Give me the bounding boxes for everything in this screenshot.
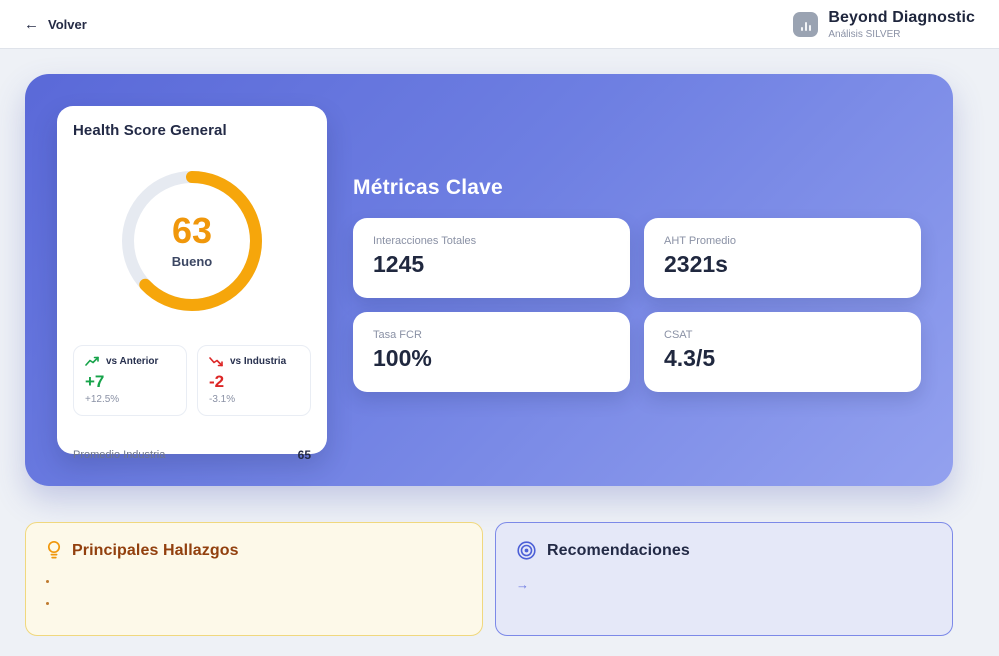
- brand-text: Beyond Diagnostic Análisis SILVER: [828, 9, 975, 40]
- industry-average-row: Promedio Industria 65: [73, 448, 311, 462]
- industry-average-value: 65: [297, 448, 311, 462]
- header: ← Volver Beyond Diagnostic Análisis SILV…: [0, 0, 999, 48]
- brand-title: Beyond Diagnostic: [828, 8, 975, 26]
- bullet-dot-icon: [46, 580, 49, 583]
- comparison-card-industria: vs Industria -2 -3.1%: [197, 345, 311, 416]
- metric-value: 2321s: [664, 251, 728, 277]
- back-arrow-icon: ←: [24, 15, 39, 33]
- finding-item: [46, 602, 462, 605]
- comparison-delta: -2: [209, 372, 225, 391]
- trending-down-icon: [209, 357, 223, 367]
- health-score-label: Bueno: [171, 254, 213, 269]
- finding-item: [46, 580, 462, 583]
- metrics-heading: Métricas Clave: [353, 176, 503, 199]
- lightbulb-icon: [47, 540, 61, 559]
- metrics-grid: Interacciones Totales 1245 AHT Promedio …: [353, 218, 921, 392]
- arrow-right-icon: →: [516, 577, 529, 592]
- findings-title: Principales Hallazgos: [72, 541, 239, 559]
- gauge-center: 63 Bueno: [114, 163, 270, 319]
- bar-chart-icon: [793, 11, 819, 37]
- comparison-label: vs Anterior: [106, 356, 159, 367]
- health-score-value: 63: [171, 210, 213, 251]
- comparison-cards: vs Anterior +7 +12.5% vs Industria -2 -3: [73, 345, 311, 416]
- recommendations-title: Recomendaciones: [547, 541, 690, 559]
- main-content: Health Score General 63 Bueno: [25, 74, 953, 636]
- brand: Beyond Diagnostic Análisis SILVER: [793, 9, 975, 40]
- metric-value: 1245: [373, 251, 425, 277]
- metrics-section: Métricas Clave Interacciones Totales 124…: [353, 106, 921, 454]
- metric-label: Interacciones Totales: [373, 235, 477, 247]
- brand-subtitle: Análisis SILVER: [828, 28, 901, 40]
- back-button[interactable]: ← Volver: [24, 17, 87, 32]
- health-score-gauge: 63 Bueno: [114, 163, 270, 319]
- metric-value: 100%: [373, 345, 432, 371]
- findings-panel: Principales Hallazgos: [25, 522, 483, 636]
- back-label: Volver: [48, 16, 87, 32]
- metric-card-aht: AHT Promedio 2321s: [644, 218, 921, 298]
- bottom-panels: Principales Hallazgos Recomendaciones: [25, 522, 953, 636]
- comparison-percent: -3.1%: [209, 394, 236, 405]
- gauge-arc: [122, 171, 262, 311]
- comparison-label: vs Industria: [230, 356, 287, 367]
- comparison-card-anterior: vs Anterior +7 +12.5%: [73, 345, 187, 416]
- industry-average-label: Promedio Industria: [73, 449, 166, 461]
- target-icon: [517, 541, 536, 560]
- comparison-delta: +7: [85, 372, 105, 391]
- metric-label: CSAT: [664, 329, 693, 341]
- gauge-svg: [122, 171, 262, 311]
- bullet-dot-icon: [46, 602, 49, 605]
- health-score-title: Health Score General: [73, 122, 227, 139]
- metric-card-csat: CSAT 4.3/5: [644, 312, 921, 392]
- metric-value: 4.3/5: [664, 345, 716, 371]
- metric-label: Tasa FCR: [373, 329, 422, 341]
- comparison-percent: +12.5%: [85, 394, 120, 405]
- recommendations-panel: Recomendaciones →: [495, 522, 953, 636]
- metric-card-interacciones: Interacciones Totales 1245: [353, 218, 630, 298]
- hero-panel: Health Score General 63 Bueno: [25, 74, 953, 486]
- health-score-card: Health Score General 63 Bueno: [57, 106, 327, 462]
- recommendation-item: →: [516, 578, 932, 591]
- metric-label: AHT Promedio: [664, 235, 736, 247]
- trending-up-icon: [85, 356, 99, 366]
- metric-card-fcr: Tasa FCR 100%: [353, 312, 630, 392]
